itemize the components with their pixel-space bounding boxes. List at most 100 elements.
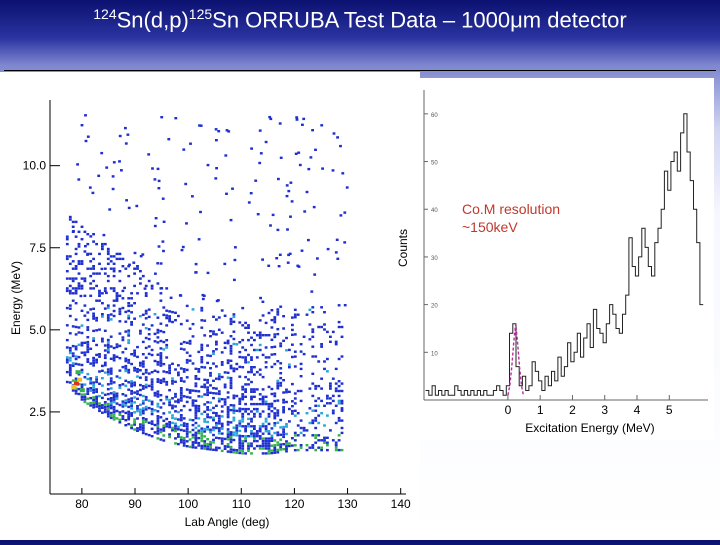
heatmap-cell <box>174 311 177 314</box>
heatmap-cell <box>174 410 177 413</box>
heatmap-cell <box>212 419 215 422</box>
heatmap-cell <box>179 436 183 439</box>
heatmap-cell <box>232 337 236 341</box>
heatmap-cell <box>299 367 303 371</box>
heatmap-cell <box>311 421 315 425</box>
heatmap-cell <box>159 352 163 355</box>
heatmap-cell <box>77 392 81 396</box>
heatmap-cell <box>92 312 95 315</box>
heatmap-cell <box>109 335 113 338</box>
heatmap-cell <box>124 347 128 350</box>
heatmap-cell <box>76 163 79 166</box>
heatmap-cell <box>258 393 262 396</box>
heatmap-cell <box>317 404 321 407</box>
heatmap-cell <box>83 383 87 386</box>
heatmap-cell <box>341 172 345 175</box>
heatmap-cell <box>141 407 145 410</box>
heatmap-cell <box>115 409 119 413</box>
heatmap-cell <box>238 424 242 428</box>
heatmap-cell <box>320 325 323 329</box>
heatmap-cell <box>115 297 119 300</box>
heatmap-cell <box>215 387 218 390</box>
heatmap-cell <box>106 415 110 418</box>
heatmap-cell <box>141 385 145 388</box>
heatmap-cell <box>314 148 317 151</box>
heatmap-cell <box>247 449 250 453</box>
heatmap-cell <box>121 402 125 406</box>
heatmap-cell <box>182 380 186 383</box>
heatmap-cell <box>84 139 88 143</box>
heatmap-cell <box>106 412 110 415</box>
heatmap-cell <box>278 122 282 125</box>
heatmap-cell <box>130 304 133 307</box>
heatmap-cell <box>86 377 90 381</box>
heatmap-cell <box>264 420 268 423</box>
heatmap-cell <box>212 416 215 419</box>
heatmap-cell <box>147 153 151 156</box>
heatmap-cell <box>206 413 209 416</box>
heatmap-cell <box>144 405 148 409</box>
heatmap-cell <box>65 277 69 280</box>
heatmap-cell <box>144 346 148 350</box>
heatmap-cell <box>299 419 303 422</box>
heatmap-cell <box>255 348 259 352</box>
heatmap-cell <box>241 324 245 327</box>
heatmap-cell <box>270 439 274 442</box>
heatmap-cell <box>229 440 233 444</box>
heatmap-cell <box>233 258 237 262</box>
heatmap-cell <box>156 392 160 396</box>
heatmap-cell <box>340 407 344 410</box>
heatmap-cell <box>127 339 131 342</box>
heatmap-cell <box>174 417 177 420</box>
heatmap-cell <box>235 409 239 412</box>
heatmap-cell <box>74 345 78 348</box>
heatmap-cell <box>177 428 180 431</box>
heatmap-cell <box>68 292 72 295</box>
heatmap-cell <box>200 343 204 347</box>
heatmap-cell <box>185 351 189 354</box>
heatmap-cell <box>282 327 285 330</box>
heatmap-cell <box>83 351 87 354</box>
heatmap-cell <box>109 267 113 270</box>
heatmap-cell <box>194 434 198 437</box>
heatmap-cell <box>270 309 274 312</box>
heatmap-cell <box>273 353 277 356</box>
heatmap-cell <box>147 352 151 356</box>
heatmap-cell <box>255 410 259 413</box>
heatmap-cell <box>98 272 101 275</box>
heatmap-cell <box>83 294 87 297</box>
heatmap-cell <box>311 355 315 358</box>
heatmap-cell <box>127 341 131 345</box>
heatmap-cell <box>127 410 131 413</box>
heatmap-cell <box>276 379 280 383</box>
heatmap-cell <box>282 391 285 394</box>
heatmap-cell <box>206 442 209 446</box>
heatmap-cell <box>171 379 174 383</box>
heatmap-cell <box>217 419 221 423</box>
heatmap-cell <box>141 402 145 405</box>
heatmap-cell <box>296 264 300 267</box>
heatmap-cell <box>203 435 207 438</box>
heatmap-cell <box>340 409 344 412</box>
heatmap-cell <box>162 330 166 334</box>
heatmap-y-tick-label: 10.0 <box>23 159 47 173</box>
heatmap-cell <box>92 381 95 384</box>
heatmap-cell <box>300 249 304 252</box>
heatmap-cell <box>185 425 189 428</box>
heatmap-cell <box>139 393 142 397</box>
heatmap-cell <box>253 432 256 435</box>
heatmap-cell <box>171 426 174 430</box>
heatmap-cell <box>127 297 131 300</box>
heatmap-cell <box>92 317 95 320</box>
heatmap-cell <box>174 117 178 120</box>
heatmap-cell <box>311 434 315 437</box>
resolution-annotation: Co.M resolution ~150keV <box>462 201 560 235</box>
heatmap-cell <box>92 406 95 409</box>
heatmap-cell <box>89 347 93 350</box>
heatmap-cell <box>293 444 297 447</box>
heatmap-cell <box>320 343 323 346</box>
heatmap-cell <box>147 421 151 424</box>
heatmap-cell <box>106 346 110 349</box>
heatmap-cell <box>178 294 182 297</box>
heatmap-cell <box>133 251 137 255</box>
